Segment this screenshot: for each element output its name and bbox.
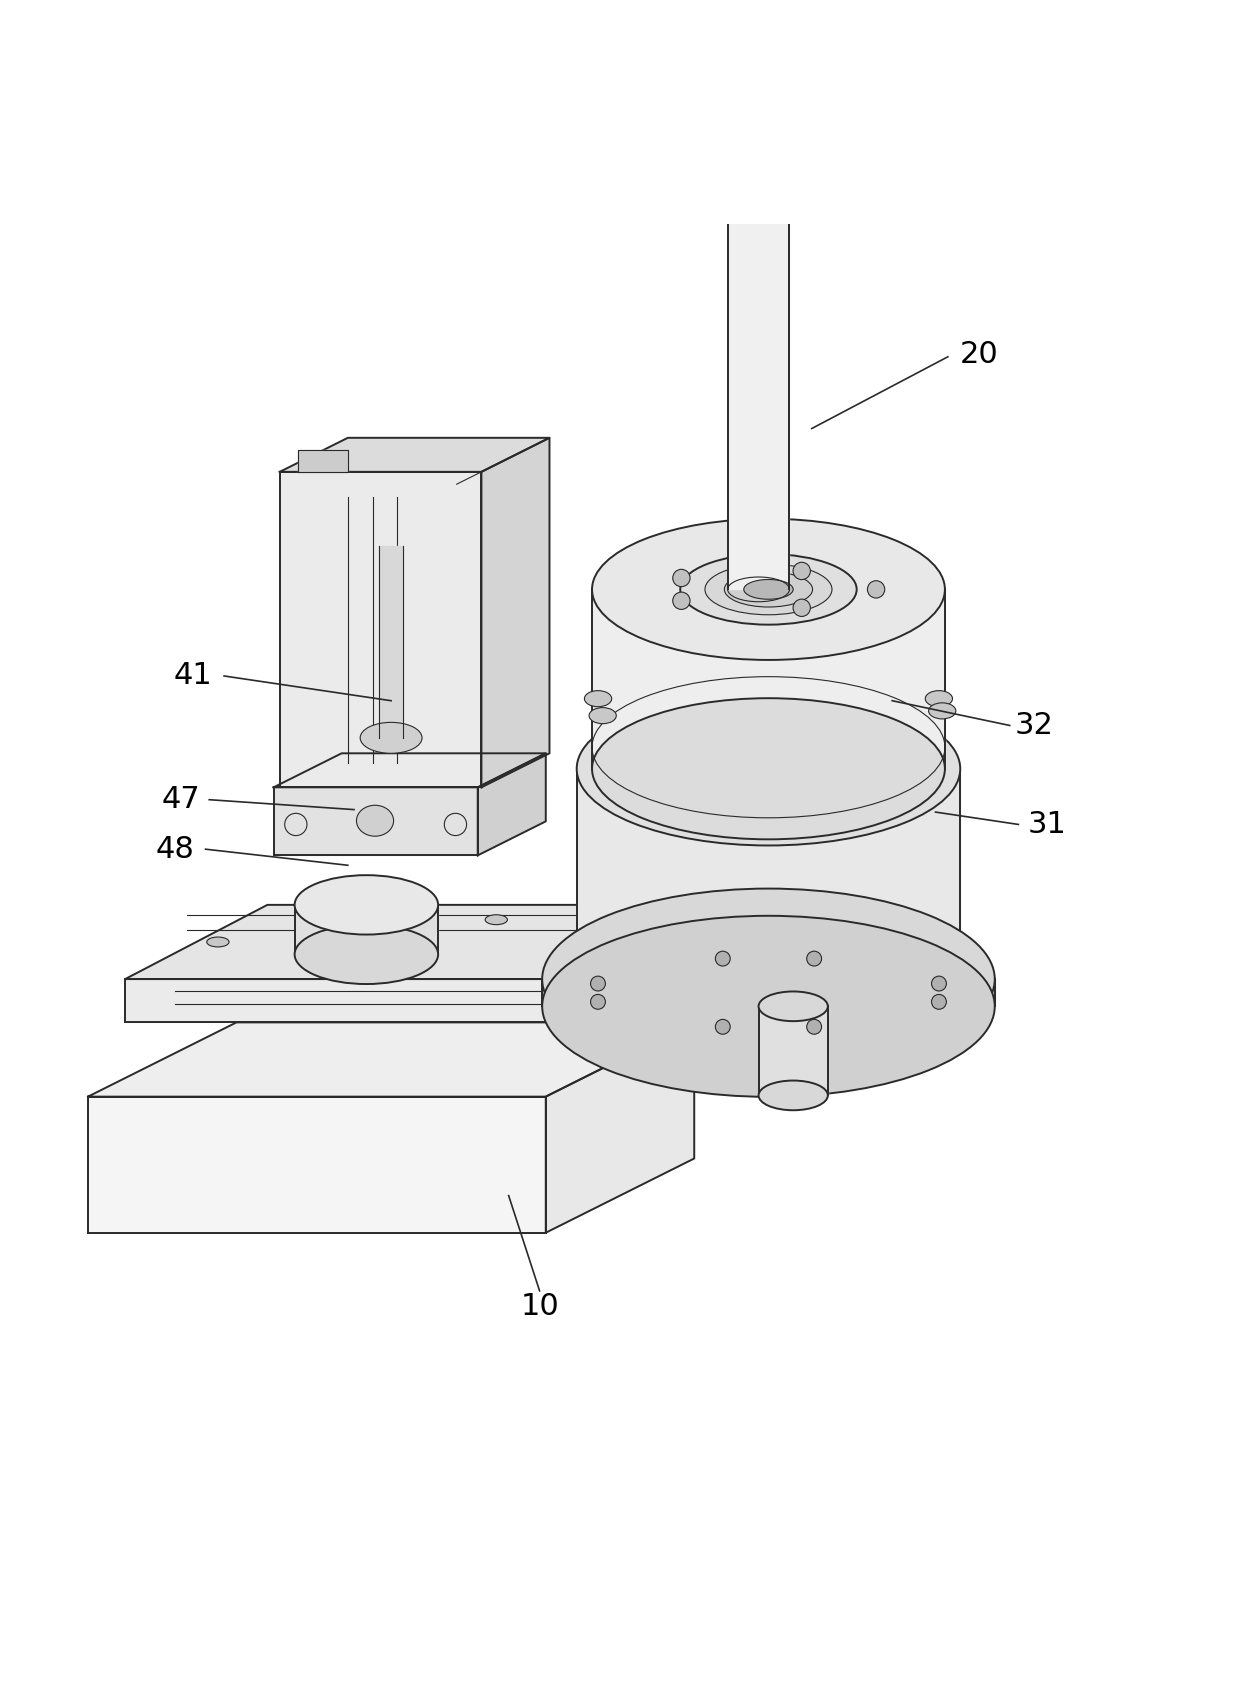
Text: 32: 32 [1016,711,1054,740]
Ellipse shape [485,915,507,924]
Circle shape [807,951,822,966]
Circle shape [673,570,689,587]
Ellipse shape [207,937,229,948]
Ellipse shape [744,580,794,599]
Ellipse shape [295,875,438,934]
Circle shape [868,580,885,599]
Text: 20: 20 [960,341,998,369]
Text: 31: 31 [1028,809,1066,840]
Polygon shape [88,1022,694,1096]
Polygon shape [295,905,438,954]
Circle shape [590,976,605,991]
Ellipse shape [724,572,812,607]
Circle shape [807,1020,822,1034]
Polygon shape [577,769,960,980]
Circle shape [715,1020,730,1034]
Ellipse shape [925,691,952,706]
Ellipse shape [577,691,960,845]
Polygon shape [728,76,790,590]
Polygon shape [759,1007,828,1096]
Polygon shape [280,438,549,472]
Ellipse shape [728,64,790,88]
Polygon shape [707,905,849,1022]
Ellipse shape [759,991,828,1022]
Ellipse shape [325,922,346,932]
Ellipse shape [542,889,994,1069]
Circle shape [673,592,689,609]
Ellipse shape [542,915,994,1098]
Ellipse shape [749,72,769,79]
Ellipse shape [589,708,616,723]
Polygon shape [280,472,481,787]
Ellipse shape [584,691,611,706]
Polygon shape [88,1096,546,1232]
Ellipse shape [356,806,393,836]
Circle shape [715,951,730,966]
Polygon shape [299,450,347,472]
Circle shape [931,995,946,1010]
Text: 48: 48 [155,835,193,863]
Polygon shape [542,980,994,1007]
Polygon shape [591,590,945,769]
Ellipse shape [577,902,960,1055]
Ellipse shape [706,563,832,615]
Polygon shape [546,1022,694,1232]
Ellipse shape [295,924,438,985]
Circle shape [590,995,605,1010]
Ellipse shape [591,519,945,659]
Polygon shape [274,754,546,787]
Circle shape [794,563,811,580]
Polygon shape [125,905,849,980]
Polygon shape [481,438,549,787]
Ellipse shape [681,555,857,624]
Polygon shape [378,546,403,738]
Text: 47: 47 [161,786,200,814]
Polygon shape [125,980,707,1022]
Polygon shape [477,754,546,855]
Ellipse shape [591,698,945,840]
Ellipse shape [634,907,656,917]
Ellipse shape [929,703,956,718]
Ellipse shape [759,1081,828,1111]
Polygon shape [274,787,477,855]
Circle shape [794,599,811,617]
Ellipse shape [360,722,422,754]
Text: 10: 10 [521,1293,559,1322]
Circle shape [931,976,946,991]
Text: 41: 41 [174,661,212,691]
